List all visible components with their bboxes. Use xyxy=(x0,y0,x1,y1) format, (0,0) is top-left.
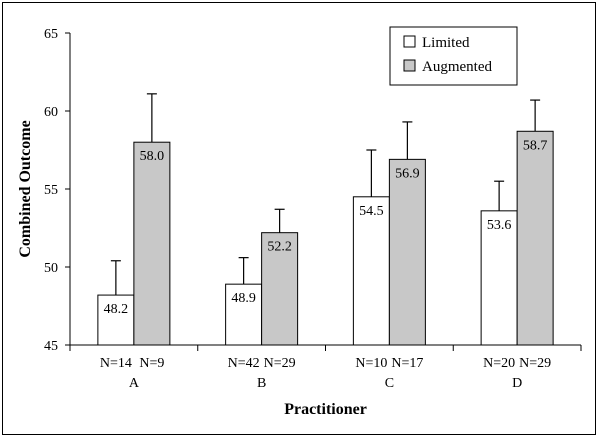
data-label: 56.9 xyxy=(395,166,420,181)
category-label: B xyxy=(257,376,266,391)
bar-augmented-b xyxy=(261,232,299,346)
bar-limited-a xyxy=(97,294,135,346)
y-tick-label: 60 xyxy=(44,105,58,120)
data-label: 54.5 xyxy=(359,204,384,219)
y-tick-label: 50 xyxy=(44,261,58,276)
bar-augmented-d xyxy=(516,130,554,346)
legend: Limited Augmented xyxy=(389,26,518,86)
bar-limited-c xyxy=(352,196,390,346)
count-label: N=9 xyxy=(139,356,164,371)
y-tick-label: 65 xyxy=(44,27,58,42)
data-label: 48.9 xyxy=(231,291,256,306)
data-label: 58.0 xyxy=(140,149,165,164)
bar-limited-d xyxy=(480,210,518,346)
data-label: 53.6 xyxy=(487,218,512,233)
chart-frame xyxy=(2,2,596,435)
legend-label: Augmented xyxy=(422,59,492,75)
category-label: A xyxy=(129,376,140,391)
count-label: N=29 xyxy=(264,356,296,371)
count-label: N=10 xyxy=(355,356,387,371)
count-label: N=14 xyxy=(100,356,132,371)
y-tick-label: 45 xyxy=(44,339,58,354)
data-label: 58.7 xyxy=(523,138,548,153)
legend-swatch xyxy=(403,59,416,72)
count-label: N=29 xyxy=(519,356,551,371)
count-label: N=17 xyxy=(391,356,423,371)
legend-swatch xyxy=(403,35,416,48)
y-axis-title: Combined Outcome xyxy=(17,120,34,257)
bars: 48.2 N=14 58.0 N=9 A 48.9 N=42 52.2 N=29 B 54.5 N=1… xyxy=(97,93,554,391)
bar-augmented-c xyxy=(388,158,426,346)
data-label: 52.2 xyxy=(267,240,292,255)
category-label: C xyxy=(385,376,394,391)
count-label: N=42 xyxy=(228,356,260,371)
x-axis-title: Practitioner xyxy=(284,401,367,418)
bar-augmented-a xyxy=(133,141,171,346)
category-label: D xyxy=(512,376,522,391)
count-label: N=20 xyxy=(483,356,515,371)
legend-label: Limited xyxy=(422,35,470,51)
y-tick-label: 55 xyxy=(44,183,58,198)
data-label: 48.2 xyxy=(104,302,129,317)
